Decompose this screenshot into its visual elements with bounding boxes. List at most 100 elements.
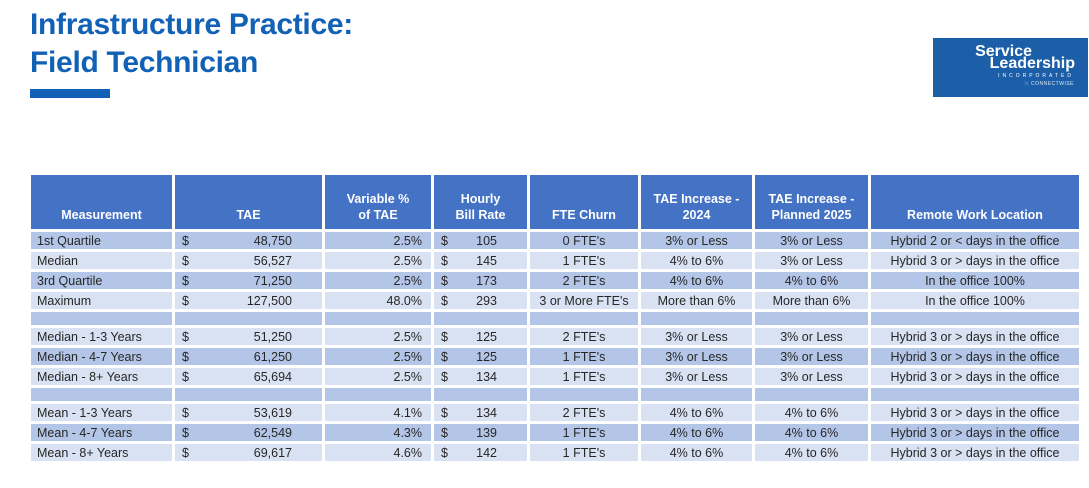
cell-bill-rate-value: 293 [476, 293, 497, 308]
cell-fte-churn [530, 388, 638, 401]
logo-connectwise-label: CONNECTWISE [1031, 81, 1074, 87]
cell-tae-increase-2024: 4% to 6% [641, 252, 752, 269]
cell-variable-pct: 2.5% [325, 252, 431, 269]
cell-tae: $53,619 [175, 404, 322, 421]
column-header-fte-churn: FTE Churn [530, 175, 638, 229]
table-header-row: Measurement TAE Variable % of TAE Hourly Bill… [31, 175, 1079, 229]
currency-symbol: $ [182, 369, 189, 384]
currency-symbol: $ [182, 349, 189, 364]
cell-variable-pct: 2.5% [325, 328, 431, 345]
spacer-row [31, 312, 1079, 325]
cell-tae-value: 69,617 [253, 445, 292, 460]
currency-symbol: $ [441, 233, 448, 248]
cell-variable-pct [325, 312, 431, 325]
table-row: Median - 8+ Years $65,694 2.5% $134 1 FTE's 3… [31, 368, 1079, 385]
logo-word-service: Service [975, 43, 1032, 60]
currency-symbol: $ [441, 293, 448, 308]
cell-measurement [31, 312, 172, 325]
cell-tae-increase-2025: 4% to 6% [755, 404, 868, 421]
cell-remote-work: In the office 100% [871, 272, 1079, 289]
currency-symbol: $ [441, 253, 448, 268]
cell-tae-increase-2025: 4% to 6% [755, 272, 868, 289]
cell-tae: $65,694 [175, 368, 322, 385]
currency-symbol: $ [441, 349, 448, 364]
cell-tae-value: 62,549 [253, 425, 292, 440]
cell-bill-rate-value: 105 [476, 233, 497, 248]
cell-tae-increase-2024: More than 6% [641, 292, 752, 309]
cell-tae-value: 51,250 [253, 329, 292, 344]
page-title: Infrastructure Practice: Field Technicia… [30, 6, 353, 82]
cell-tae: $48,750 [175, 232, 322, 249]
currency-symbol: $ [441, 445, 448, 460]
currency-symbol: $ [441, 329, 448, 344]
cell-measurement: Maximum [31, 292, 172, 309]
cell-tae-increase-2024: 4% to 6% [641, 404, 752, 421]
cell-bill-rate: $125 [434, 328, 527, 345]
cell-tae-increase-2024 [641, 312, 752, 325]
table-row: 3rd Quartile $71,250 2.5% $173 2 FTE's 4% to … [31, 272, 1079, 289]
cell-bill-rate-value: 145 [476, 253, 497, 268]
cell-tae-increase-2025: 4% to 6% [755, 424, 868, 441]
cell-remote-work: Hybrid 3 or > days in the office [871, 444, 1079, 461]
cell-fte-churn: 1 FTE's [530, 252, 638, 269]
currency-symbol: $ [441, 273, 448, 288]
cell-variable-pct: 2.5% [325, 368, 431, 385]
cell-tae-increase-2024: 3% or Less [641, 328, 752, 345]
cell-tae-increase-2025 [755, 388, 868, 401]
cell-tae-increase-2024: 3% or Less [641, 348, 752, 365]
table-row: Median $56,527 2.5% $145 1 FTE's 4% to 6% 3% o… [31, 252, 1079, 269]
cell-remote-work: Hybrid 3 or > days in the office [871, 368, 1079, 385]
cell-tae-increase-2025: 3% or Less [755, 328, 868, 345]
cell-tae-value: 53,619 [253, 405, 292, 420]
table-row: 1st Quartile $48,750 2.5% $105 0 FTE's 3% or … [31, 232, 1079, 249]
cell-tae [175, 312, 322, 325]
cell-remote-work: Hybrid 2 or < days in the office [871, 232, 1079, 249]
logo-incorporated-label: INCORPORATED [998, 73, 1074, 79]
column-header-tae: TAE [175, 175, 322, 229]
cell-tae-increase-2025: 3% or Less [755, 252, 868, 269]
cell-bill-rate-value: 134 [476, 405, 497, 420]
cell-measurement: Mean - 8+ Years [31, 444, 172, 461]
title-underline-bar [30, 89, 110, 98]
cell-bill-rate-value: 125 [476, 349, 497, 364]
cell-tae-increase-2024: 3% or Less [641, 368, 752, 385]
column-header-remote-work: Remote Work Location [871, 175, 1079, 229]
column-header-tae-increase-2025: TAE Increase - Planned 2025 [755, 175, 868, 229]
cell-fte-churn: 2 FTE's [530, 404, 638, 421]
logo-connectwise-line: ⤫ CONNECTWISE [933, 81, 1074, 87]
cell-measurement: 1st Quartile [31, 232, 172, 249]
cell-tae-increase-2025 [755, 312, 868, 325]
cell-variable-pct: 2.5% [325, 232, 431, 249]
cell-variable-pct: 2.5% [325, 348, 431, 365]
cell-tae-increase-2024: 4% to 6% [641, 444, 752, 461]
column-header-bill-rate: Hourly Bill Rate [434, 175, 527, 229]
currency-symbol: $ [182, 329, 189, 344]
cell-variable-pct: 4.6% [325, 444, 431, 461]
spacer-row [31, 388, 1079, 401]
cell-tae-value: 65,694 [253, 369, 292, 384]
column-header-tae-increase-2024: TAE Increase -2024 [641, 175, 752, 229]
cell-variable-pct: 4.3% [325, 424, 431, 441]
cell-tae-value: 48,750 [253, 233, 292, 248]
connectwise-mark-icon: ⤫ [1024, 81, 1029, 87]
cell-remote-work: Hybrid 3 or > days in the office [871, 404, 1079, 421]
currency-symbol: $ [182, 233, 189, 248]
page-title-line1: Infrastructure Practice: [30, 8, 353, 41]
cell-bill-rate-value: 139 [476, 425, 497, 440]
cell-tae: $69,617 [175, 444, 322, 461]
currency-symbol: $ [182, 273, 189, 288]
currency-symbol: $ [182, 405, 189, 420]
cell-measurement: Median - 8+ Years [31, 368, 172, 385]
cell-tae-increase-2025: 3% or Less [755, 232, 868, 249]
cell-bill-rate-value: 134 [476, 369, 497, 384]
cell-tae: $127,500 [175, 292, 322, 309]
cell-fte-churn: 1 FTE's [530, 348, 638, 365]
column-header-variable-pct: Variable % of TAE [325, 175, 431, 229]
cell-bill-rate: $145 [434, 252, 527, 269]
cell-measurement: Median - 1-3 Years [31, 328, 172, 345]
currency-symbol: $ [441, 425, 448, 440]
cell-measurement: 3rd Quartile [31, 272, 172, 289]
metrics-table: Measurement TAE Variable % of TAE Hourly Bill… [28, 172, 1082, 464]
cell-tae-value: 56,527 [253, 253, 292, 268]
cell-tae-increase-2024: 4% to 6% [641, 272, 752, 289]
